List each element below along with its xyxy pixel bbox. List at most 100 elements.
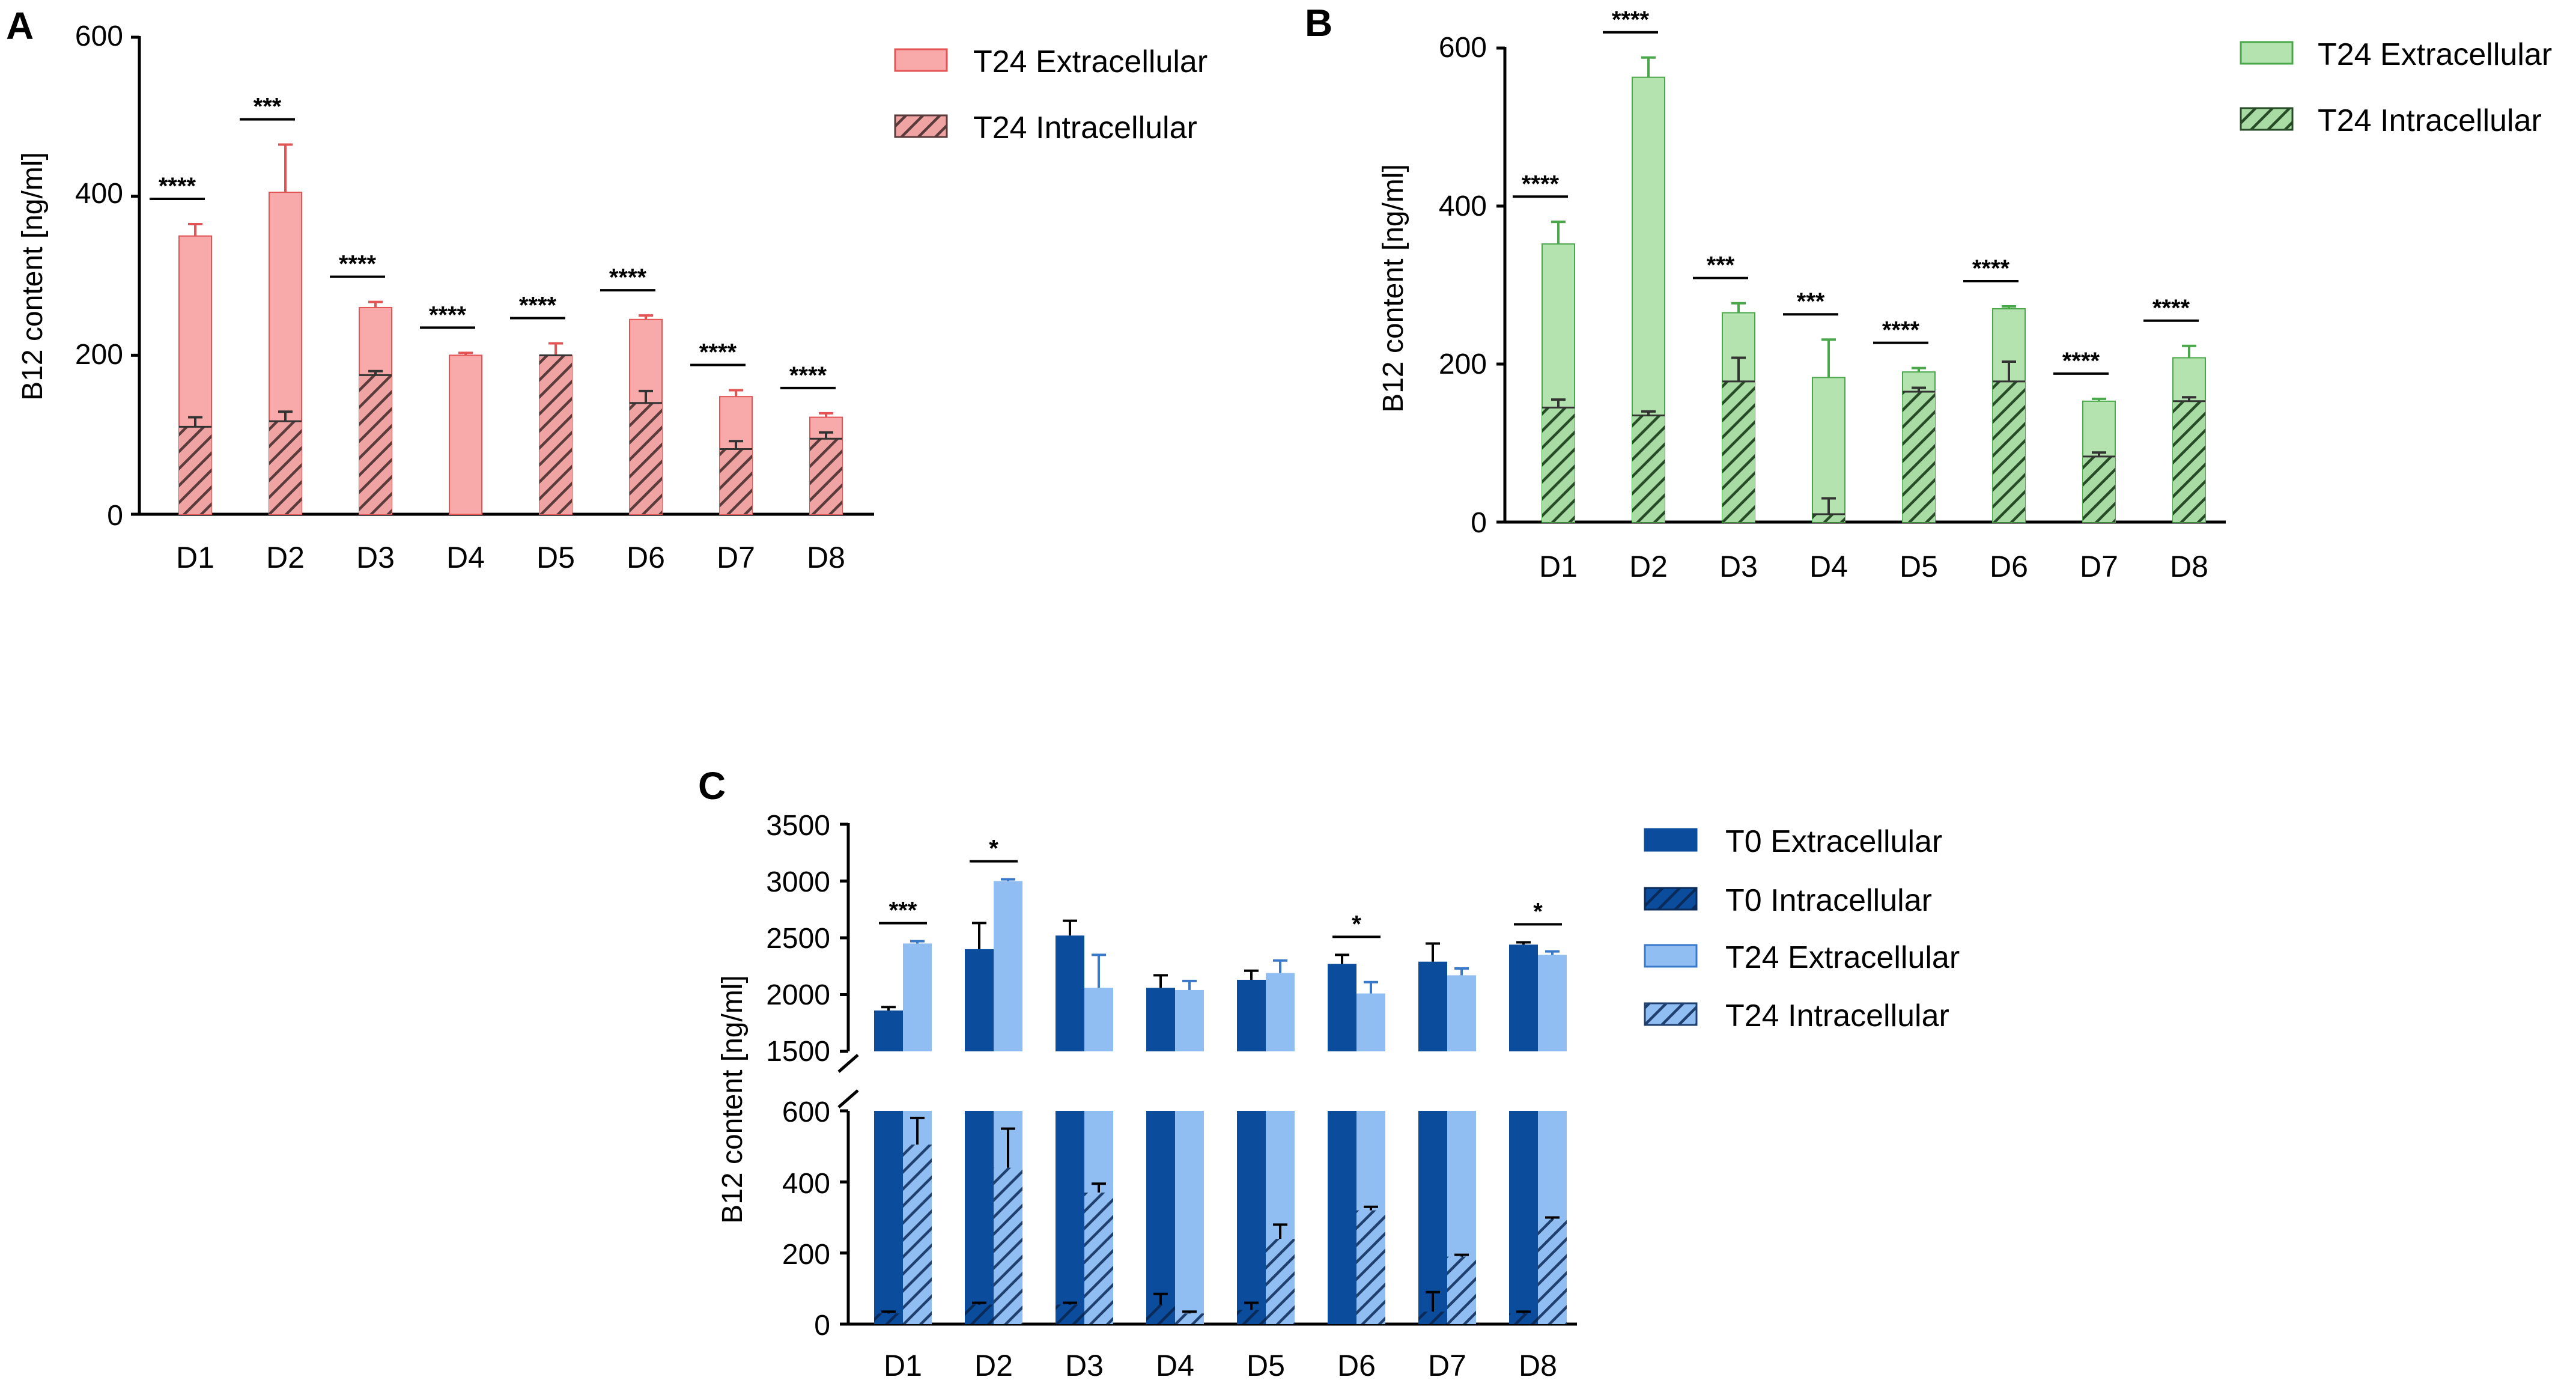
bar-intracellular <box>1632 415 1665 522</box>
bar-t24-intracellular <box>1538 1219 1567 1324</box>
significance-marker: **** <box>159 173 196 199</box>
x-tick-label: D8 <box>2170 550 2208 583</box>
bar-t0-extracellular-lower <box>1237 1111 1266 1324</box>
x-tick-label: D6 <box>1990 550 2028 583</box>
bar-intracellular <box>1993 381 2025 522</box>
bar-t24-extracellular-upper <box>1084 988 1113 1051</box>
legend-swatch <box>1644 887 1698 911</box>
bar-t24-intracellular <box>1175 1313 1204 1324</box>
bar-t24-intracellular <box>994 1167 1022 1324</box>
x-tick-label: D6 <box>1337 1349 1376 1382</box>
bar-t24-extracellular-upper <box>903 943 932 1051</box>
significance-marker: **** <box>2152 295 2190 321</box>
x-tick-label: D1 <box>1539 550 1578 583</box>
significance-marker: **** <box>1612 7 1650 33</box>
bar-intracellular <box>1722 381 1755 522</box>
panel-a-ytick: 200 <box>75 339 123 371</box>
bar-t0-extracellular-upper <box>1418 961 1447 1051</box>
bar-t0-extracellular-lower <box>1418 1111 1447 1324</box>
bar-t0-extracellular-upper <box>965 949 994 1051</box>
panel-b-legend: T24 Extracellular T24 Intracellular <box>2240 37 2552 138</box>
legend-label: T24 Extracellular <box>2318 37 2552 72</box>
legend-label: T24 Intracellular <box>2318 103 2542 138</box>
bar-intracellular <box>539 355 572 514</box>
panel-c-ytick-lower: 400 <box>782 1168 830 1200</box>
x-tick-label: D3 <box>1065 1349 1104 1382</box>
significance-marker: **** <box>1522 171 1560 197</box>
panel-c-ytick-upper: 3000 <box>766 866 830 898</box>
significance-marker: *** <box>254 94 282 120</box>
bar-t0-intracellular <box>1509 1313 1538 1324</box>
bar-t24-extracellular-lower <box>1175 1111 1204 1324</box>
bar-t0-extracellular-upper <box>874 1010 903 1051</box>
legend-label: T0 Intracellular <box>1725 883 1932 918</box>
panel-c-y-axis-label: B12 content [ng/ml] <box>717 975 749 1224</box>
significance-marker: * <box>1352 911 1361 937</box>
bar-t0-intracellular <box>1056 1304 1084 1324</box>
bar-t24-extracellular-upper <box>994 881 1022 1051</box>
bar-t24-intracellular <box>1084 1193 1113 1324</box>
bar-t0-extracellular-lower <box>1146 1111 1175 1324</box>
x-tick-label: D3 <box>356 541 395 574</box>
bar-t0-extracellular-lower <box>1509 1111 1538 1324</box>
bar-t0-intracellular <box>965 1304 994 1324</box>
bar-t24-intracellular <box>1447 1256 1476 1324</box>
bar-intracellular <box>179 427 211 514</box>
x-tick-label: D5 <box>536 541 575 574</box>
panel-b-ytick: 600 <box>1439 32 1487 64</box>
bar-t0-extracellular-upper <box>1146 988 1175 1051</box>
significance-marker: **** <box>339 251 377 278</box>
bar-t24-extracellular-upper <box>1266 973 1295 1051</box>
panel-c-ytick-lower: 600 <box>782 1096 830 1128</box>
legend-label: T24 Extracellular <box>973 44 1208 79</box>
bar-t0-extracellular-upper <box>1328 964 1356 1051</box>
bar-t24-intracellular <box>1266 1239 1295 1324</box>
x-tick-label: D4 <box>446 541 485 574</box>
bar-t0-extracellular-upper <box>1237 979 1266 1051</box>
panel-c-ytick-upper: 1500 <box>766 1036 830 1068</box>
x-tick-label: D7 <box>717 541 755 574</box>
x-tick-label: D5 <box>1900 550 1938 583</box>
panel-a-ytick: 0 <box>107 500 123 532</box>
significance-marker: **** <box>2062 348 2100 374</box>
panel-b-ytick: 400 <box>1439 190 1487 222</box>
significance-marker: **** <box>609 264 647 291</box>
bar-t0-intracellular <box>1237 1310 1266 1324</box>
panel-c-ytick-lower: 200 <box>782 1239 830 1271</box>
bar-t0-extracellular-lower <box>1328 1111 1356 1324</box>
bar-intracellular <box>359 375 392 514</box>
bar-t0-intracellular <box>1418 1311 1447 1324</box>
panel-c-ytick-lower: 0 <box>814 1310 830 1342</box>
legend-swatch <box>894 114 948 138</box>
legend-label: T24 Intracellular <box>973 111 1197 145</box>
x-tick-label: D1 <box>884 1349 922 1382</box>
panel-b-ytick: 0 <box>1471 507 1487 539</box>
panel-b-y-axis-label: B12 content [ng/ml] <box>1378 164 1409 413</box>
bar-intracellular <box>2173 401 2205 522</box>
x-tick-label: D8 <box>807 541 845 574</box>
x-tick-label: D7 <box>1428 1349 1466 1382</box>
bar-t0-extracellular-upper <box>1509 944 1538 1051</box>
panel-b-title: B <box>1305 1 1332 44</box>
x-tick-label: D2 <box>266 541 305 574</box>
bar-t24-intracellular <box>1356 1210 1385 1324</box>
significance-marker: **** <box>789 362 827 389</box>
panel-c-title: C <box>698 764 726 807</box>
panel-a-ytick: 400 <box>75 178 123 210</box>
significance-marker: **** <box>1972 255 2010 282</box>
chart-marks: D1****D2***D3****D4****D5****D6****D7***… <box>131 7 2226 1382</box>
legend-swatch <box>1644 828 1698 852</box>
x-tick-label: D2 <box>1629 550 1668 583</box>
panel-a-title: A <box>6 4 34 47</box>
x-tick-label: D6 <box>627 541 665 574</box>
bar-intracellular <box>720 449 752 514</box>
bar-t0-extracellular-upper <box>1056 935 1084 1051</box>
panel-c-ytick-upper: 3500 <box>766 810 830 842</box>
significance-marker: **** <box>519 292 557 318</box>
bar-t0-extracellular-lower <box>874 1111 903 1324</box>
significance-marker: *** <box>889 898 917 924</box>
significance-marker: * <box>1533 899 1543 925</box>
x-tick-label: D1 <box>176 541 214 574</box>
x-tick-label: D3 <box>1719 550 1758 583</box>
